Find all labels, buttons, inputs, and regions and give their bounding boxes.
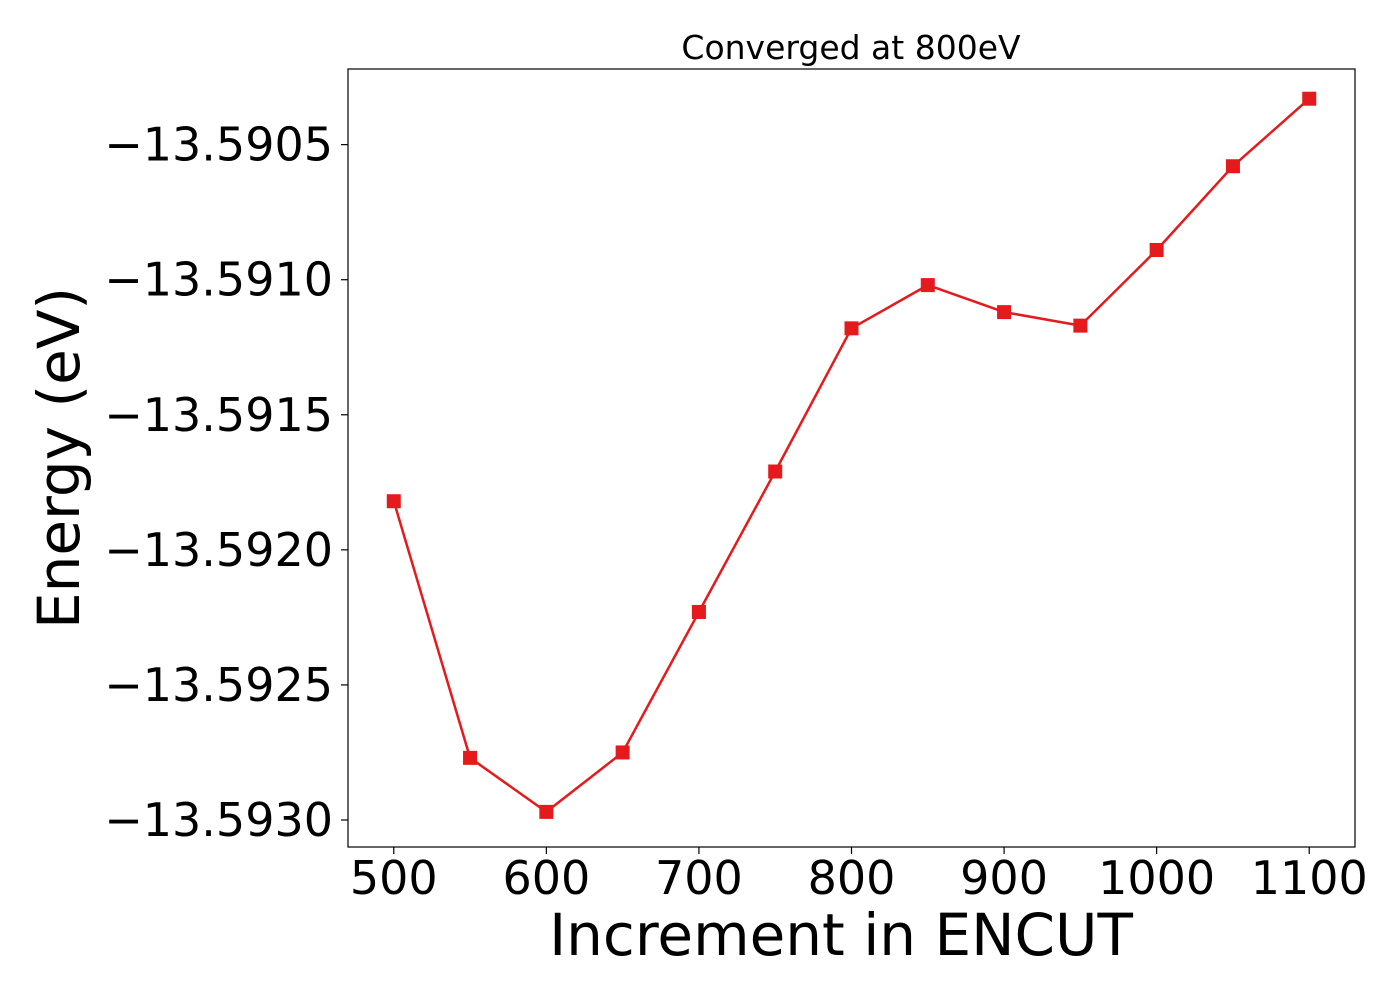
- data-point: [386, 494, 401, 509]
- x-axis-label: Increment in ENCUT: [549, 901, 1133, 969]
- x-axis: 500 600 700 800 900 1000 1100: [350, 847, 1368, 905]
- data-point: [1225, 159, 1240, 174]
- x-tick-label: 800: [808, 851, 896, 905]
- y-tick-label: −13.5910: [104, 253, 333, 307]
- data-point: [844, 321, 859, 336]
- chart-title: Converged at 800eV: [681, 28, 1021, 67]
- y-tick-label: −13.5930: [104, 793, 333, 847]
- data-point: [768, 464, 783, 479]
- data-point: [463, 750, 478, 765]
- data-point: [997, 305, 1012, 320]
- x-tick-label: 600: [502, 851, 590, 905]
- data-point: [920, 278, 935, 293]
- data-point: [615, 745, 630, 760]
- data-point: [1302, 91, 1317, 106]
- series-layer: [386, 91, 1317, 819]
- x-tick-label: 1000: [1098, 851, 1215, 905]
- data-point: [539, 804, 554, 819]
- x-tick-label: 900: [960, 851, 1048, 905]
- x-tick-label: 700: [655, 851, 743, 905]
- series-line: [392, 97, 1311, 814]
- y-tick-label: −13.5905: [104, 118, 333, 172]
- y-tick-label: −13.5915: [104, 388, 333, 442]
- y-axis: −13.5905 −13.5910 −13.5915 −13.5920 −13.5925…: [104, 118, 348, 847]
- x-tick-label: 500: [350, 851, 438, 905]
- data-point: [691, 604, 706, 619]
- data-point: [1149, 242, 1164, 257]
- x-tick-label: 1100: [1251, 851, 1368, 905]
- data-point: [1073, 318, 1088, 333]
- y-tick-label: −13.5920: [104, 523, 333, 577]
- y-tick-label: −13.5925: [104, 658, 333, 712]
- plot-frame: [347, 68, 1356, 848]
- y-axis-label: Energy (eV): [25, 287, 93, 629]
